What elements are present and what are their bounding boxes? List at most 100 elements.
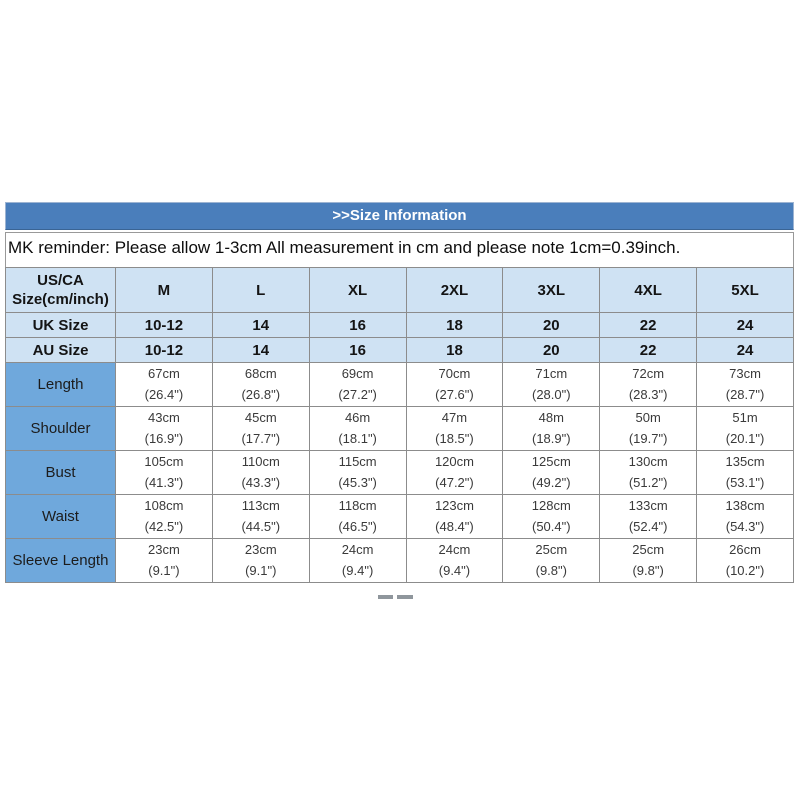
inch-value: (18.5") bbox=[435, 430, 474, 446]
cm-value: 135cm bbox=[725, 454, 765, 470]
inch-value: (26.4") bbox=[144, 386, 184, 402]
cm-value: 25cm bbox=[632, 542, 665, 558]
measurement-cell: 125cm (49.2") bbox=[502, 450, 601, 495]
measurement-cell: 108cm (42.5") bbox=[115, 494, 213, 539]
measurement-cell: 24cm (9.4") bbox=[405, 538, 504, 583]
corner-header-line1: US/CA bbox=[37, 271, 84, 289]
row-label-bust: Bust bbox=[5, 450, 116, 495]
inch-value: (9.4") bbox=[438, 562, 471, 578]
size-column-header-l: L bbox=[211, 267, 310, 313]
cm-value: 138cm bbox=[725, 498, 765, 514]
measurement-cell: 133cm (52.4") bbox=[599, 494, 698, 539]
size-chart-sheet: >>Size Information MK reminder: Please a… bbox=[5, 202, 794, 583]
uk-size-value: 10-12 bbox=[115, 312, 213, 338]
uk-size-value: 24 bbox=[696, 312, 794, 338]
au-size-value: 22 bbox=[599, 337, 698, 363]
au-size-row-label: AU Size bbox=[5, 337, 116, 363]
measurement-cell: 70cm (27.6") bbox=[405, 362, 504, 407]
cm-value: 26cm bbox=[729, 542, 761, 558]
measurement-cell: 130cm (51.2") bbox=[599, 450, 698, 495]
cm-value: 123cm bbox=[434, 498, 474, 514]
measurement-cell: 45cm (17.7") bbox=[211, 406, 310, 451]
inch-value: (20.1") bbox=[725, 430, 765, 446]
cm-value: 71cm bbox=[535, 366, 568, 382]
inch-value: (10.2") bbox=[725, 562, 765, 578]
measurement-cell: 123cm (48.4") bbox=[405, 494, 504, 539]
measurement-cell: 115cm (45.3") bbox=[308, 450, 407, 495]
inch-value: (18.1") bbox=[338, 430, 377, 446]
inch-value: (46.5") bbox=[338, 518, 377, 534]
cm-value: 120cm bbox=[434, 454, 474, 470]
divider-dash bbox=[397, 595, 413, 599]
inch-value: (44.5") bbox=[241, 518, 281, 534]
inch-value: (52.4") bbox=[628, 518, 668, 534]
inch-value: (26.8") bbox=[241, 386, 281, 402]
measurement-cell: 69cm (27.2") bbox=[308, 362, 407, 407]
size-column-header-4xl: 4XL bbox=[599, 267, 698, 313]
measurement-cell: 47m (18.5") bbox=[405, 406, 504, 451]
measurement-cell: 110cm (43.3") bbox=[211, 450, 310, 495]
cm-value: 105cm bbox=[144, 454, 184, 470]
measurement-cell: 72cm (28.3") bbox=[599, 362, 698, 407]
au-size-value: 24 bbox=[696, 337, 794, 363]
cm-value: 133cm bbox=[628, 498, 668, 514]
measurement-cell: 68cm (26.8") bbox=[211, 362, 310, 407]
inch-value: (9.1") bbox=[245, 562, 277, 578]
measurement-cell: 24cm (9.4") bbox=[308, 538, 407, 583]
size-column-header-5xl: 5XL bbox=[696, 267, 794, 313]
au-size-value: 10-12 bbox=[115, 337, 213, 363]
cm-value: 67cm bbox=[148, 366, 180, 382]
measurement-row-sleeve-length: Sleeve Length 23cm (9.1") 23cm (9.1") 24… bbox=[5, 538, 794, 583]
inch-value: (43.3") bbox=[241, 474, 281, 490]
size-column-header-xl: XL bbox=[308, 267, 407, 313]
cm-value: 125cm bbox=[531, 454, 571, 470]
au-size-row: AU Size 10-12 14 16 18 20 22 24 bbox=[5, 337, 794, 363]
measurement-cell: 46m (18.1") bbox=[308, 406, 407, 451]
cm-value: 51m bbox=[732, 410, 758, 426]
cm-value: 23cm bbox=[244, 542, 277, 558]
uk-size-value: 22 bbox=[599, 312, 698, 338]
measurement-cell: 118cm (46.5") bbox=[308, 494, 407, 539]
size-chart-table: US/CA Size(cm/inch) M L XL 2XL 3XL 4XL 5… bbox=[5, 267, 794, 583]
measurement-cell: 105cm (41.3") bbox=[115, 450, 213, 495]
row-label-shoulder: Shoulder bbox=[5, 406, 116, 451]
inch-value: (27.2") bbox=[338, 386, 377, 402]
inch-value: (19.7") bbox=[628, 430, 668, 446]
inch-value: (50.4") bbox=[532, 518, 571, 534]
measurement-cell: 43cm (16.9") bbox=[115, 406, 213, 451]
inch-value: (28.0") bbox=[532, 386, 571, 402]
measurement-cell: 138cm (54.3") bbox=[696, 494, 794, 539]
inch-value: (9.8") bbox=[535, 562, 567, 578]
cm-value: 46m bbox=[344, 410, 371, 426]
inch-value: (42.5") bbox=[144, 518, 184, 534]
size-information-header: >>Size Information bbox=[5, 202, 794, 230]
measurement-cell: 25cm (9.8") bbox=[599, 538, 698, 583]
cm-value: 110cm bbox=[241, 454, 280, 470]
measurement-cell: 71cm (28.0") bbox=[502, 362, 601, 407]
uk-size-value: 18 bbox=[405, 312, 504, 338]
inch-value: (48.4") bbox=[435, 518, 474, 534]
inch-value: (18.9") bbox=[532, 430, 571, 446]
inch-value: (9.1") bbox=[148, 562, 180, 578]
inch-value: (49.2") bbox=[532, 474, 571, 490]
inch-value: (53.1") bbox=[725, 474, 765, 490]
inch-value: (9.8") bbox=[632, 562, 664, 578]
cm-value: 25cm bbox=[535, 542, 568, 558]
au-size-value: 14 bbox=[211, 337, 310, 363]
measurement-cell: 128cm (50.4") bbox=[502, 494, 601, 539]
measurement-cell: 67cm (26.4") bbox=[115, 362, 213, 407]
measurement-cell: 23cm (9.1") bbox=[115, 538, 213, 583]
corner-header-cell: US/CA Size(cm/inch) bbox=[5, 267, 116, 313]
inch-value: (17.7") bbox=[241, 430, 281, 446]
cm-value: 45cm bbox=[244, 410, 277, 426]
size-column-header-3xl: 3XL bbox=[502, 267, 601, 313]
cm-value: 118cm bbox=[338, 498, 377, 514]
measurement-cell: 113cm (44.5") bbox=[211, 494, 310, 539]
uk-size-value: 16 bbox=[308, 312, 407, 338]
cm-value: 128cm bbox=[531, 498, 571, 514]
cm-value: 48m bbox=[538, 410, 564, 426]
uk-size-row-label: UK Size bbox=[5, 312, 116, 338]
divider-dash bbox=[378, 595, 393, 599]
row-label-sleeve-length: Sleeve Length bbox=[5, 538, 116, 583]
cm-value: 108cm bbox=[144, 498, 184, 514]
